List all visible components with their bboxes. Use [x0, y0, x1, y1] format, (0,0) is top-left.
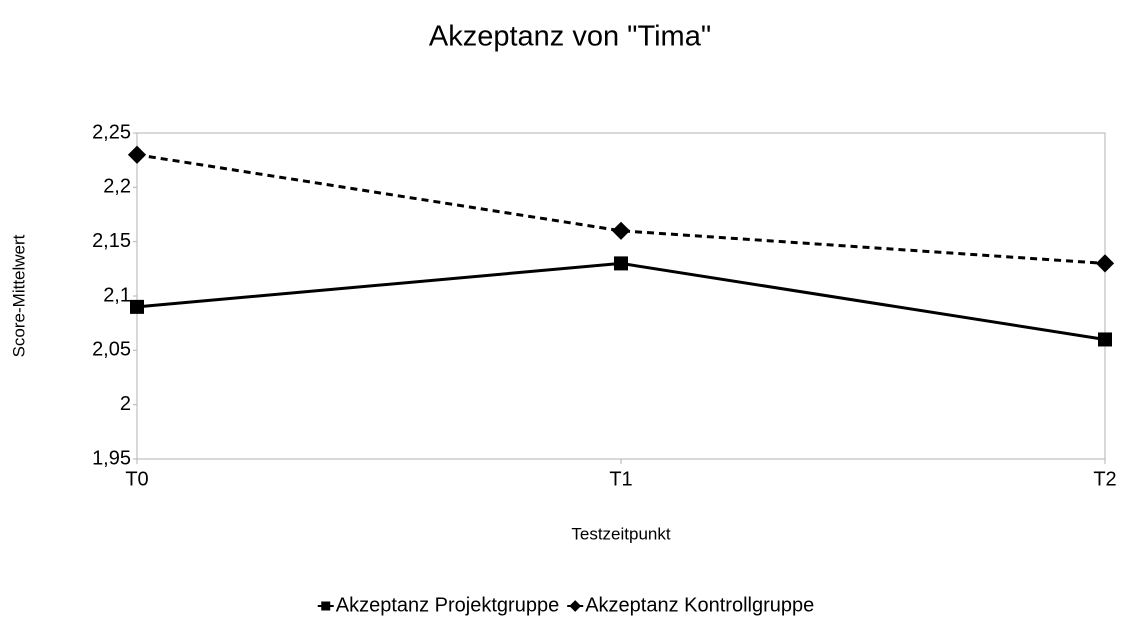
marker — [1098, 332, 1112, 347]
series-line — [136, 153, 1106, 265]
legend-label: Akzeptanz Kontrollgruppe — [585, 594, 814, 616]
series-line — [136, 261, 1106, 341]
y-tick-label: 2 — [120, 393, 131, 415]
y-tick-label: 2,15 — [92, 230, 131, 252]
marker — [127, 145, 147, 164]
y-tick-label: 1,95 — [92, 447, 131, 469]
x-tick-label: T0 — [125, 468, 148, 490]
y-axis-label: Score-Mittelwert — [9, 234, 28, 357]
y-tick-label: 2,25 — [92, 121, 131, 143]
y-tick-label: 2,1 — [103, 284, 131, 306]
y-tick-label: 2,2 — [103, 176, 131, 198]
chart-title: Akzeptanz von "Tima" — [429, 21, 711, 53]
plot-area — [136, 132, 1106, 460]
marker — [569, 600, 582, 612]
legend-label: Akzeptanz Projektgruppe — [336, 594, 559, 616]
marker — [611, 221, 631, 240]
x-axis-label: Testzeitpunkt — [571, 524, 670, 543]
marker — [1095, 254, 1115, 273]
marker — [321, 601, 331, 611]
y-tick-label: 2,05 — [92, 339, 131, 361]
x-tick-label: T1 — [609, 468, 632, 490]
marker — [614, 256, 628, 271]
marker — [130, 299, 144, 314]
x-tick-label: T2 — [1093, 468, 1116, 490]
